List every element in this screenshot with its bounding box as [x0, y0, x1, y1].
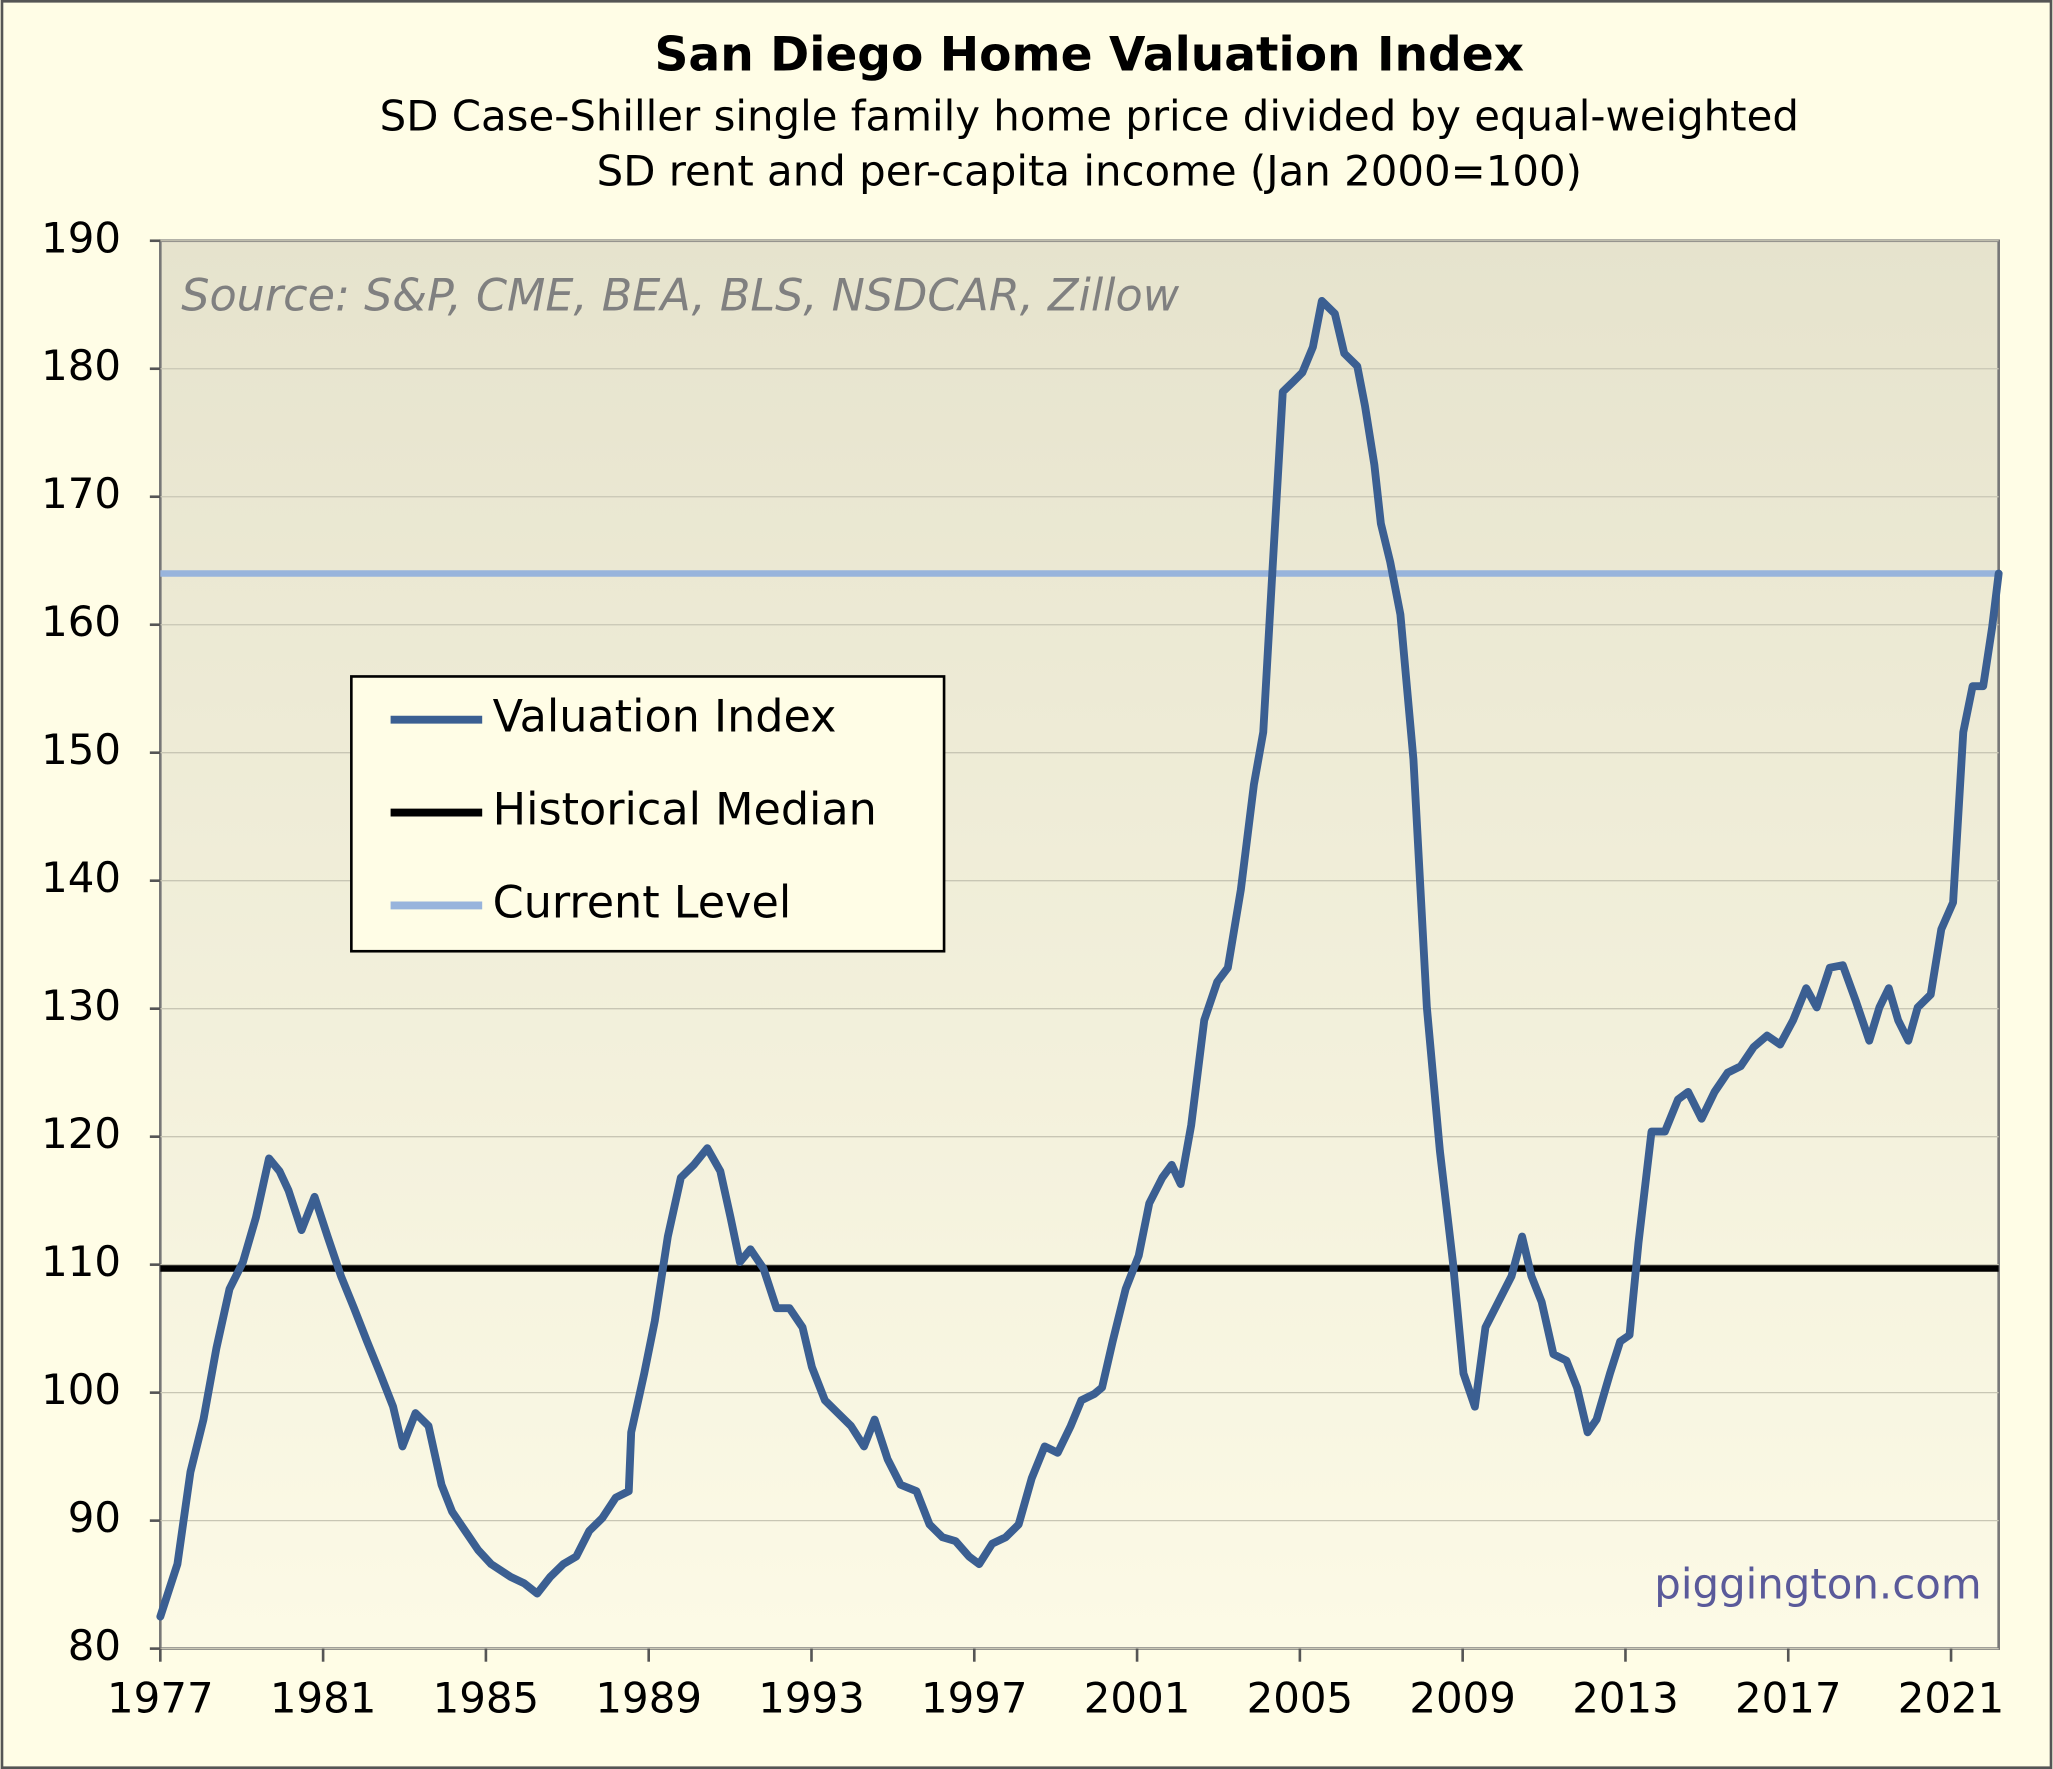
watermark: piggington.com — [1654, 1560, 1981, 1609]
x-tick-label: 2001 — [1084, 1673, 1191, 1722]
chart-title: San Diego Home Valuation Index — [655, 28, 1525, 83]
x-tick-label: 2005 — [1247, 1673, 1354, 1722]
x-tick-label: 1997 — [921, 1673, 1028, 1722]
subtitle: SD rent and per-capita income (Jan 2000=… — [597, 147, 1582, 196]
x-tick-label: 2021 — [1898, 1673, 2005, 1722]
x-tick-label: 1977 — [107, 1673, 214, 1722]
x-tick-label: 1993 — [758, 1673, 865, 1722]
y-tick-label: 130 — [41, 981, 121, 1030]
y-tick-label: 150 — [41, 725, 121, 774]
marks — [156, 296, 2003, 1621]
y-tick-label: 140 — [41, 853, 121, 902]
series-line — [156, 296, 2003, 1621]
x-tick-label: 2017 — [1735, 1673, 1842, 1722]
subtitle: SD Case-Shiller single family home price… — [380, 92, 1799, 141]
x-tick-label: 2013 — [1572, 1673, 1679, 1722]
x-tick-label: 2009 — [1409, 1673, 1516, 1722]
y-tick-label: 90 — [68, 1493, 121, 1542]
y-tick-label: 120 — [41, 1109, 121, 1158]
y-tick-label: 110 — [41, 1237, 121, 1286]
y-tick-label: 180 — [41, 341, 121, 390]
legend: Valuation Index Historical Median Current … — [350, 675, 946, 953]
legend-label: Current Level — [493, 877, 792, 928]
x-tick-label: 1985 — [433, 1673, 540, 1722]
legend-label: Valuation Index — [493, 692, 837, 743]
y-tick-label: 160 — [41, 597, 121, 646]
x-tick-label: 1989 — [595, 1673, 702, 1722]
y-tick-label: 100 — [41, 1365, 121, 1414]
y-tick-label: 170 — [41, 469, 121, 518]
y-tick-label: 190 — [41, 213, 121, 262]
y-tick-label: 80 — [68, 1621, 121, 1670]
source-note: Source: S&P, CME, BEA, BLS, NSDCAR, Zill… — [181, 270, 1179, 321]
legend-label: Historical Median — [493, 785, 877, 836]
x-tick-label: 1981 — [270, 1673, 377, 1722]
